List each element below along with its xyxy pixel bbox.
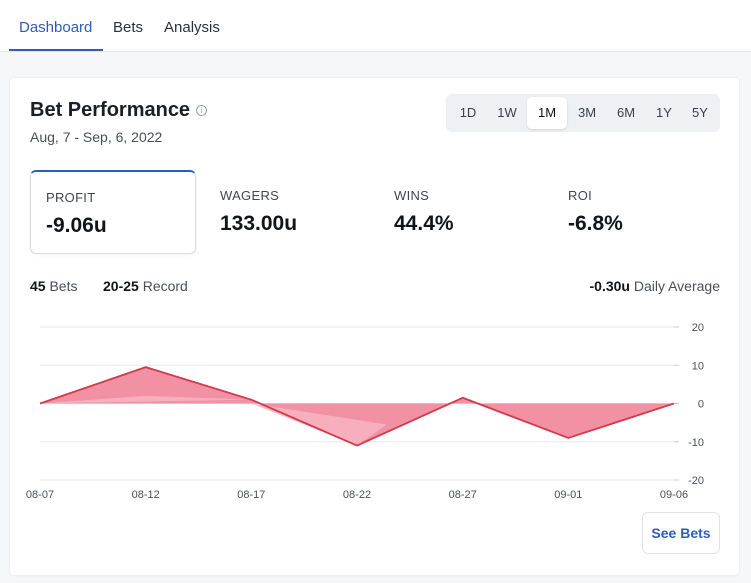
range-1y-button[interactable]: 1Y: [656, 105, 672, 120]
range-5y-button[interactable]: 5Y: [692, 105, 708, 120]
range-1d-button[interactable]: 1D: [459, 105, 477, 120]
range-1m-button[interactable]: 1M: [527, 97, 567, 129]
daily-average-value: -0.30u: [589, 278, 630, 294]
profit-area: [40, 367, 674, 446]
x-tick-label: 08-17: [237, 489, 265, 501]
tab-bets[interactable]: Bets: [113, 19, 144, 36]
top-navigation: Dashboard Bets Analysis: [0, 0, 751, 52]
tab-dashboard[interactable]: Dashboard: [19, 19, 93, 36]
y-tick-label: 0: [698, 399, 704, 411]
active-tab-indicator: [9, 49, 103, 51]
stat-wins[interactable]: WINS 44.4%: [379, 170, 545, 254]
y-tick-label: -20: [688, 475, 704, 487]
date-range: Aug, 7 - Sep, 6, 2022: [30, 129, 163, 145]
y-tick-label: 10: [692, 360, 704, 372]
card-title: Bet Performance: [30, 99, 191, 121]
x-tick-label: 09-06: [660, 489, 688, 501]
record-label: Record: [142, 278, 188, 294]
stat-label: WAGERS: [220, 188, 280, 203]
x-tick-label: 08-22: [343, 489, 371, 501]
stat-value: -9.06u: [46, 214, 107, 237]
x-tick-label: 08-27: [449, 489, 477, 501]
range-selector: 1D 1W 1M 3M 6M 1Y 5Y: [446, 94, 720, 132]
record-summary: 20-25 Record: [103, 278, 188, 294]
tab-analysis[interactable]: Analysis: [164, 19, 220, 36]
bet-performance-card: Bet Performance i Aug, 7 - Sep, 6, 2022 …: [10, 78, 739, 575]
y-tick-label: 20: [692, 322, 704, 334]
range-1w-button[interactable]: 1W: [497, 105, 517, 120]
x-tick-label: 09-01: [554, 489, 582, 501]
bets-count: 45: [30, 278, 46, 294]
range-3m-button[interactable]: 3M: [577, 105, 597, 120]
info-icon[interactable]: i: [196, 105, 207, 116]
stat-wagers[interactable]: WAGERS 133.00u: [205, 170, 371, 254]
profit-chart: 20 10 0 -10 -20 08-07 08-12 08-17 08-22 08-27 09-0…: [26, 322, 704, 501]
x-tick-label: 08-12: [132, 489, 160, 501]
stat-profit[interactable]: PROFIT -9.06u: [30, 170, 196, 254]
stat-label: ROI: [568, 188, 593, 203]
bets-label: Bets: [49, 278, 78, 294]
stat-roi[interactable]: ROI -6.8%: [553, 170, 719, 254]
daily-average-label: Daily Average: [633, 278, 720, 294]
stat-value: 133.00u: [220, 212, 298, 235]
daily-average-summary: -0.30u Daily Average: [590, 278, 721, 294]
stat-value: -6.8%: [568, 212, 623, 235]
stat-value: 44.4%: [394, 212, 454, 235]
stat-label: WINS: [394, 188, 430, 203]
y-tick-label: -10: [688, 437, 704, 449]
profit-line: [39, 366, 675, 447]
bets-count-summary: 45 Bets: [30, 278, 77, 294]
range-6m-button[interactable]: 6M: [616, 105, 636, 120]
record-value: 20-25: [103, 278, 139, 294]
see-bets-button[interactable]: See Bets: [642, 512, 720, 554]
x-tick-label: 08-07: [26, 489, 54, 501]
stat-label: PROFIT: [46, 190, 96, 205]
profit-area-highlight: [40, 395, 252, 404]
